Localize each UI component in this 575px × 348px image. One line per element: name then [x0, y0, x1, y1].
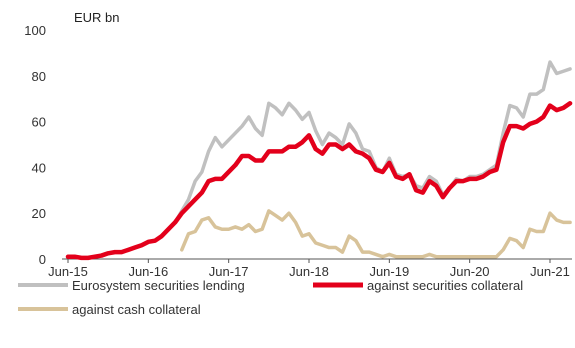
- x-axis: Jun-15 Jun-16 Jun-17 Jun-18 Jun-19 Jun-20 Jun-…: [48, 258, 572, 279]
- y-tick-label: 0: [39, 252, 46, 267]
- legend-label: against securities collateral: [367, 278, 523, 293]
- y-tick-label: 40: [32, 160, 46, 175]
- x-tick-label: Jun-19: [369, 264, 409, 279]
- legend-item-eurosystem-securities-lending: Eurosystem securities lending: [18, 278, 245, 293]
- legend-label: against cash collateral: [72, 302, 201, 317]
- legend-item-against-securities-collateral: against securities collateral: [313, 278, 523, 293]
- x-tick-label: Jun-15: [48, 264, 88, 279]
- y-tick-label: 100: [24, 23, 46, 38]
- y-tick-label: 60: [32, 115, 46, 130]
- legend-item-against-cash-collateral: against cash collateral: [18, 302, 201, 317]
- series-line-eurosystem-securities-lending: [66, 60, 572, 260]
- legend-label: Eurosystem securities lending: [72, 278, 245, 293]
- series-line-against-cash-collateral: [180, 209, 572, 259]
- y-tick-label: 80: [32, 69, 46, 84]
- y-tick-label: 20: [32, 206, 46, 221]
- series-layer: [65, 60, 573, 261]
- x-tick-label: Jun-16: [128, 264, 168, 279]
- unit-label: EUR bn: [74, 10, 120, 25]
- x-tick-label: Jun-20: [450, 264, 490, 279]
- x-tick-label: Jun-18: [289, 264, 329, 279]
- series-line-against-securities-collateral: [65, 101, 573, 261]
- x-tick-label: Jun-17: [209, 264, 249, 279]
- y-axis: 0 20 40 60 80 100: [24, 23, 46, 267]
- legend: Eurosystem securities lending against sec…: [18, 278, 523, 317]
- x-tick-label: Jun-21: [530, 264, 570, 279]
